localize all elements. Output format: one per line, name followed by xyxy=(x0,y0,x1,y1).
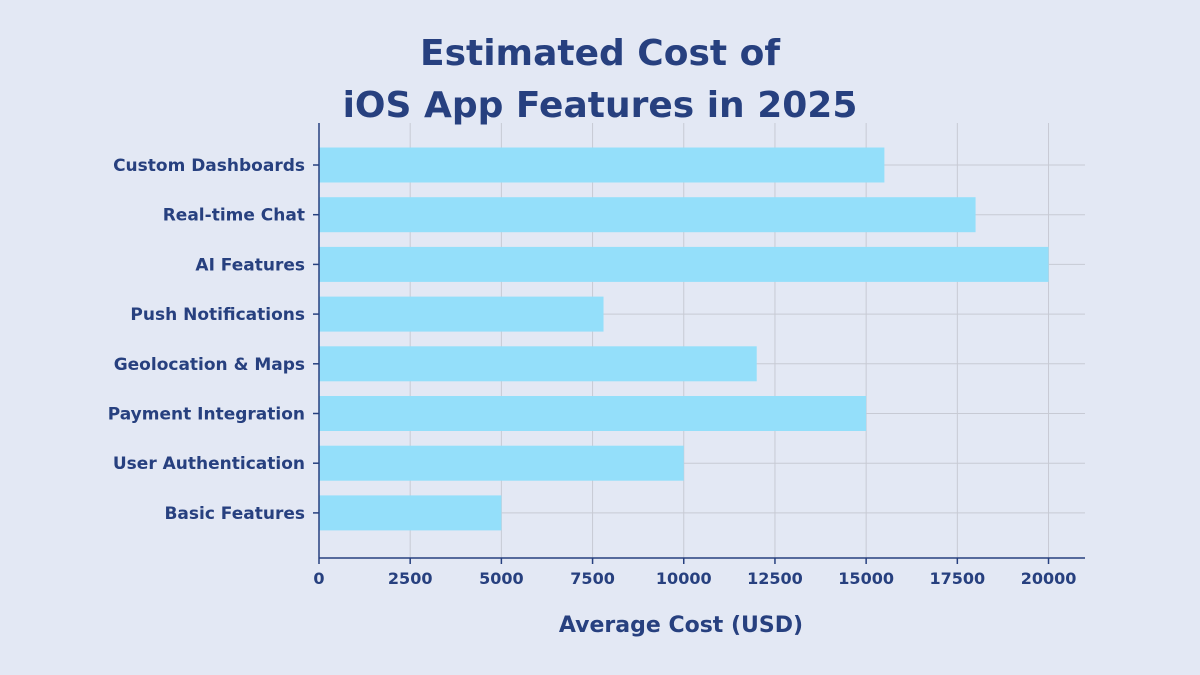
category-label: AI Features xyxy=(195,255,305,275)
bar-basic-features xyxy=(319,495,502,531)
x-tick-label: 15000 xyxy=(838,569,894,588)
grid-lines xyxy=(319,123,1085,558)
x-tick-label: 0 xyxy=(313,569,324,588)
bar-push-notifications xyxy=(319,296,604,332)
category-label: Custom Dashboards xyxy=(113,156,305,176)
bar-ai-features xyxy=(319,246,1049,282)
category-label: Basic Features xyxy=(164,504,305,524)
category-label: Payment Integration xyxy=(108,405,305,425)
category-label: Geolocation & Maps xyxy=(114,355,305,375)
chart-title: Estimated Cost of iOS App Features in 20… xyxy=(0,28,1200,132)
x-tick-label: 20000 xyxy=(1021,569,1077,588)
x-tick-label: 12500 xyxy=(747,569,803,588)
category-label: Push Notifications xyxy=(130,305,305,325)
chart-title-line-1: Estimated Cost of xyxy=(419,33,781,74)
x-tick-label: 17500 xyxy=(929,569,985,588)
labels: Custom Dashboards Real-time Chat AI Featur… xyxy=(108,156,1077,588)
bar-user-authentication xyxy=(319,445,684,481)
category-label: Real-time Chat xyxy=(163,206,305,226)
axes xyxy=(313,123,1085,564)
bar-payment-integration xyxy=(319,396,867,431)
x-tick-label: 10000 xyxy=(656,569,712,588)
x-tick-label: 2500 xyxy=(388,569,433,588)
x-axis-title: Average Cost (USD) xyxy=(559,613,803,638)
category-label: User Authentication xyxy=(113,454,305,474)
bar-custom-dashboards xyxy=(319,147,885,183)
bar-real-time-chat xyxy=(319,197,976,233)
x-tick-label: 7500 xyxy=(570,569,615,588)
chart-title-line-2: iOS App Features in 2025 xyxy=(342,85,858,126)
x-tick-label: 5000 xyxy=(479,569,524,588)
bar-geolocation-maps xyxy=(319,346,757,382)
bars xyxy=(319,147,1049,531)
